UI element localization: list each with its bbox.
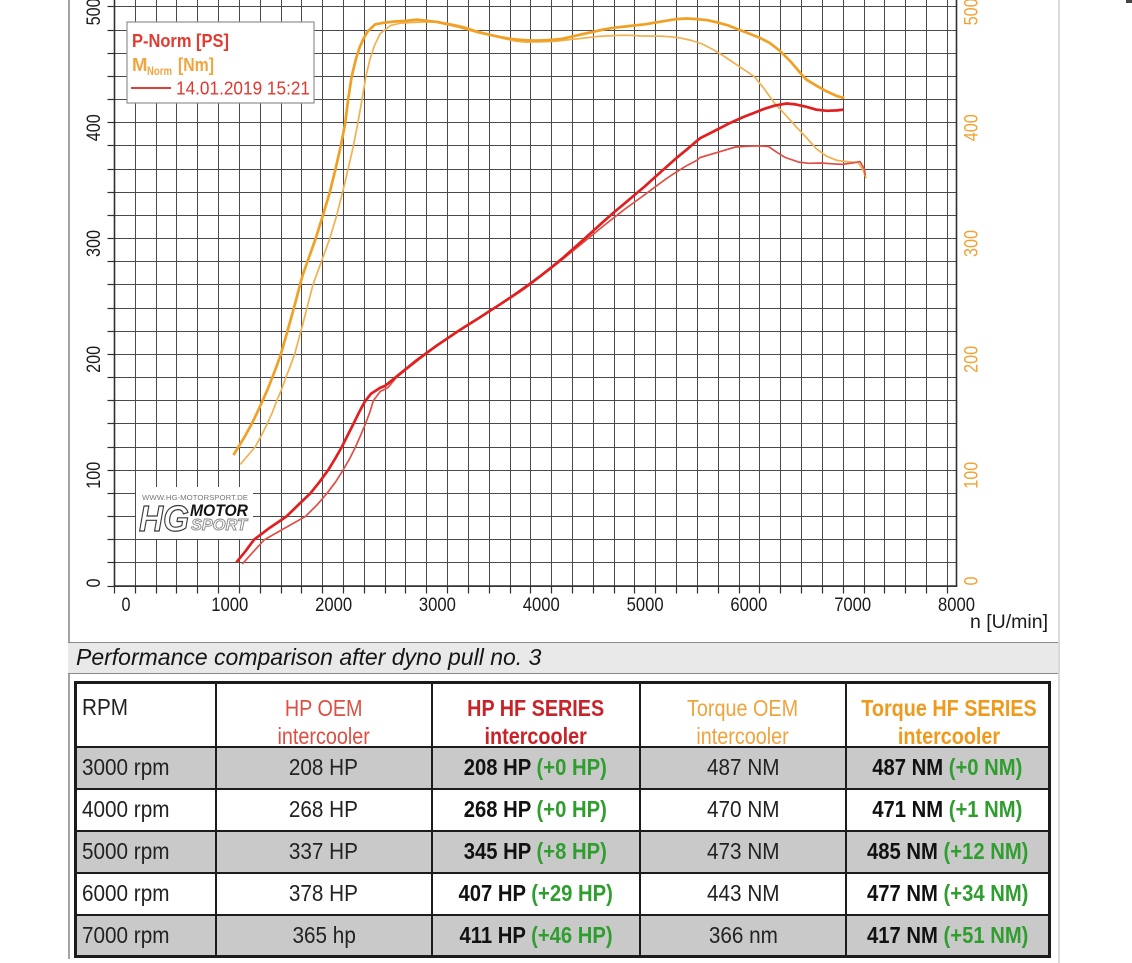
svg-text:14.01.2019 15:21: 14.01.2019 15:21	[176, 79, 310, 99]
svg-text:SPORT: SPORT	[191, 517, 248, 534]
svg-text:500: 500	[961, 0, 983, 25]
svg-text:200: 200	[83, 346, 105, 373]
svg-text:8000: 8000	[938, 594, 975, 616]
svg-text:[Nm]: [Nm]	[178, 54, 214, 75]
svg-text:300: 300	[961, 230, 983, 257]
svg-text:100: 100	[961, 462, 983, 489]
svg-text:Norm: Norm	[147, 66, 172, 78]
svg-text:0: 0	[961, 576, 983, 585]
svg-text:200: 200	[961, 346, 983, 373]
svg-text:MOTOR: MOTOR	[190, 501, 249, 520]
svg-text:3000: 3000	[419, 594, 456, 616]
svg-text:300: 300	[83, 230, 105, 257]
svg-text:HG: HG	[139, 498, 189, 539]
svg-text:400: 400	[83, 114, 105, 141]
svg-text:0: 0	[122, 594, 131, 616]
svg-text:500: 500	[83, 0, 105, 25]
svg-text:1000: 1000	[211, 594, 248, 616]
svg-text:7000: 7000	[834, 594, 871, 616]
svg-text:P-Norm [PS]: P-Norm [PS]	[132, 30, 229, 51]
svg-text:0: 0	[83, 578, 105, 587]
svg-text:4000: 4000	[523, 594, 560, 616]
svg-text:M: M	[132, 54, 147, 75]
svg-text:5000: 5000	[627, 594, 664, 616]
svg-text:6000: 6000	[730, 594, 767, 616]
svg-text:n [U/min]: n [U/min]	[970, 611, 1048, 633]
svg-text:2000: 2000	[315, 594, 352, 616]
svg-text:WWW.HG-MOTORSPORT.DE: WWW.HG-MOTORSPORT.DE	[142, 495, 248, 502]
svg-text:400: 400	[961, 114, 983, 141]
svg-text:100: 100	[83, 462, 105, 489]
